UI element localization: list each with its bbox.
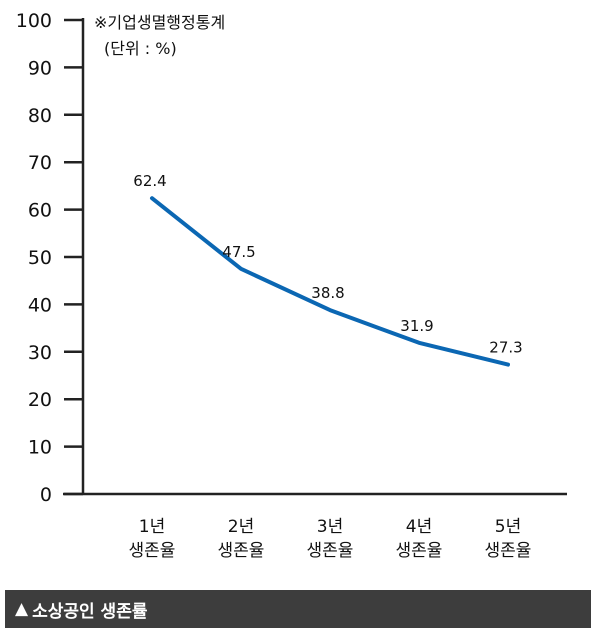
unit-note-text: (단위 : %) [104, 39, 177, 58]
triangle-icon: ▲ [15, 599, 29, 619]
y-tick-label: 90 [28, 57, 52, 79]
data-label: 27.3 [489, 339, 522, 357]
y-tick-label: 20 [28, 389, 52, 411]
y-axis: 0 10 20 30 40 50 60 70 80 90 100 [16, 10, 85, 506]
survival-rate-chart: 0 10 20 30 40 50 60 70 80 90 100 1년 생존율 2년 생존율 3년 생존율 4년… [16, 10, 567, 561]
chart-note: ※기업생멸행정통계 (단위 : %) [94, 10, 225, 62]
caption-bar: ▲ 소상공인 생존률 [5, 590, 591, 628]
x-tick-label: 3년 생존율 [307, 517, 354, 561]
data-label: 31.9 [400, 317, 433, 335]
caption-text: 소상공인 생존률 [32, 601, 148, 622]
y-tick-label: 50 [28, 247, 52, 269]
y-tick-label: 30 [28, 342, 52, 364]
x-tick-label: 5년 생존율 [485, 517, 532, 561]
x-tick-label: 4년 생존율 [396, 517, 443, 561]
series-line [150, 196, 510, 367]
series-survival-rate [150, 196, 510, 367]
x-tick-label: 2년 생존율 [218, 517, 265, 561]
y-tick-label: 0 [40, 484, 52, 506]
y-tick-label: 80 [28, 105, 52, 127]
y-tick-label: 70 [28, 152, 52, 174]
data-labels: 62.4 47.5 38.8 31.9 27.3 [133, 172, 522, 356]
data-label: 47.5 [222, 243, 255, 261]
y-tick-label: 60 [28, 200, 52, 222]
y-tick-label: 100 [16, 10, 52, 32]
x-tick-label: 1년 생존율 [129, 517, 176, 561]
y-tick-label: 40 [28, 294, 52, 316]
data-label: 38.8 [311, 284, 344, 302]
y-tick-label: 10 [28, 437, 52, 459]
source-note-text: ※기업생멸행정통계 [94, 13, 226, 32]
data-label: 62.4 [133, 172, 166, 190]
x-axis: 1년 생존율 2년 생존율 3년 생존율 4년 생존율 5년 생존율 [63, 492, 567, 561]
